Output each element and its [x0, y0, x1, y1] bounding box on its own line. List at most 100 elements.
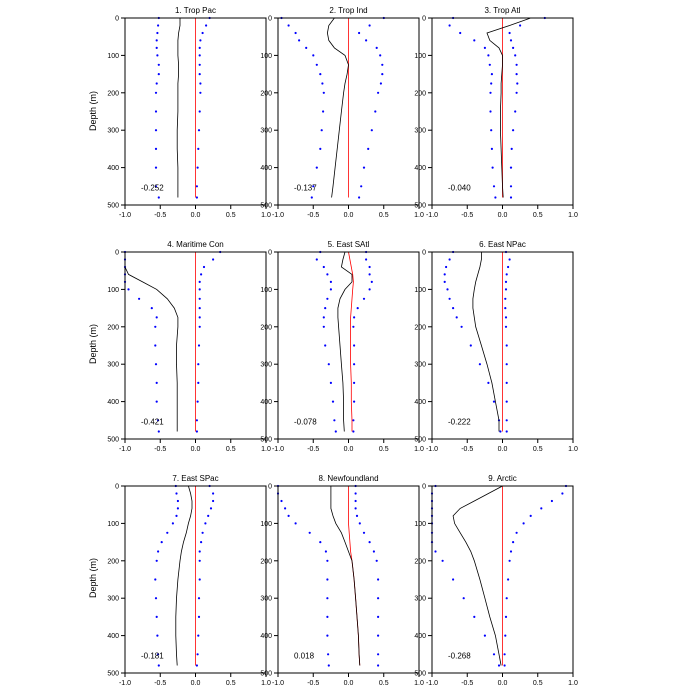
- upper-bound-point: [197, 344, 201, 347]
- lower-bound-point: [326, 597, 329, 600]
- y-tick-label: 100: [107, 521, 119, 528]
- lower-bound-point: [287, 514, 290, 518]
- y-tick-label: 300: [414, 596, 426, 603]
- upper-bound-point: [504, 297, 507, 300]
- panel-frame: [277, 251, 420, 440]
- upper-bound-point: [352, 430, 355, 433]
- upper-bound-point: [504, 634, 507, 637]
- upper-bound-point: [377, 634, 380, 637]
- y-tick-label: 200: [260, 324, 272, 331]
- upper-bound-point: [195, 430, 198, 433]
- upper-bound-point: [381, 63, 384, 66]
- mean-profile-line: [337, 251, 353, 432]
- lower-bound-point: [157, 653, 160, 656]
- lower-bound-point: [459, 31, 462, 35]
- x-tick-label: -0.5: [461, 446, 473, 453]
- lower-bound-point: [312, 185, 315, 188]
- lower-bound-point: [155, 39, 158, 42]
- x-tick-label: 0.5: [533, 212, 543, 219]
- upper-bound-point: [205, 24, 208, 27]
- lower-bound-point: [308, 531, 311, 534]
- lower-bound-point: [441, 559, 444, 562]
- lower-bound-point: [155, 400, 158, 403]
- upper-bound-point: [507, 265, 510, 269]
- y-tick-label: 200: [107, 324, 119, 331]
- x-tick-label: -0.5: [307, 212, 319, 219]
- lower-bound-point: [157, 419, 160, 422]
- lower-bound-point: [298, 39, 301, 42]
- panel-stat-value: -0.040: [448, 183, 471, 192]
- y-tick-label: 100: [107, 53, 119, 60]
- lower-bound-point: [334, 430, 337, 433]
- panel-title: 9. Arctic: [488, 474, 516, 483]
- panel-5: 5. East SAtl -1.0 -0.5 0.0 0.5 1.0 0 100 200 300 4…: [260, 240, 424, 453]
- mean-profile-line: [486, 17, 531, 198]
- x-tick-label: 0.5: [379, 212, 389, 219]
- upper-bound-point: [365, 39, 368, 42]
- y-tick-label: 300: [414, 128, 426, 135]
- upper-bound-point: [201, 531, 204, 534]
- panel-4: 4. Maritime Con -1.0 -0.5 0.0 0.5 1.0 0 100 200 3…: [107, 240, 271, 453]
- upper-bound-point: [352, 325, 355, 328]
- lower-bound-point: [327, 653, 330, 656]
- x-tick-label: 1.0: [568, 680, 578, 687]
- upper-bound-point: [515, 73, 518, 76]
- upper-bound-point: [377, 578, 380, 581]
- y-tick-label: 400: [414, 165, 426, 172]
- upper-bound-point: [195, 185, 198, 188]
- upper-bound-point: [370, 280, 373, 283]
- lower-bound-point: [127, 288, 130, 291]
- x-tick-label: -0.5: [461, 212, 473, 219]
- x-tick-label: 0.0: [344, 212, 354, 219]
- lower-bound-point: [324, 307, 327, 310]
- upper-bound-point: [377, 653, 380, 656]
- lower-bound-point: [321, 82, 324, 85]
- upper-bound-point: [375, 46, 378, 50]
- mean-profile-line: [452, 485, 503, 666]
- panel-title: 4. Maritime Con: [167, 240, 223, 249]
- lower-bound-point: [326, 578, 329, 581]
- x-tick-label: 1.0: [414, 446, 424, 453]
- upper-bound-point: [508, 31, 511, 35]
- x-tick-label: 0.0: [344, 680, 354, 687]
- upper-bound-point: [197, 129, 201, 132]
- x-tick-label: 1.0: [568, 446, 578, 453]
- upper-bound-point: [550, 499, 554, 503]
- upper-bound-point: [510, 147, 513, 150]
- panel-stat-value: 0.018: [294, 651, 315, 660]
- upper-bound-point: [511, 129, 515, 132]
- x-tick-label: 0.5: [379, 680, 389, 687]
- upper-bound-point: [198, 297, 201, 300]
- panel-stat-value: -0.222: [448, 417, 471, 426]
- upper-bound-point: [197, 634, 200, 637]
- upper-bound-point: [505, 419, 508, 422]
- y-axis-label-row-3: Depth (m): [88, 558, 98, 598]
- upper-bound-point: [198, 73, 201, 76]
- panel-stat-value: -0.181: [141, 651, 164, 660]
- upper-bound-point: [209, 507, 213, 510]
- panel-stat-value: -0.137: [294, 183, 317, 192]
- x-tick-label: 1.0: [568, 212, 578, 219]
- upper-bound-point: [199, 91, 202, 94]
- lower-bound-point: [166, 531, 169, 534]
- upper-bound-point: [196, 166, 199, 169]
- panel-stat-value: -0.252: [141, 183, 164, 192]
- lower-bound-point: [154, 185, 158, 188]
- upper-bound-point: [200, 541, 203, 544]
- y-tick-label: 200: [260, 90, 272, 97]
- lower-bound-point: [455, 316, 458, 319]
- lower-bound-point: [499, 430, 502, 433]
- lower-bound-point: [319, 147, 322, 150]
- x-tick-label: -0.5: [307, 446, 319, 453]
- x-tick-label: -0.5: [154, 680, 166, 687]
- x-tick-label: 1.0: [414, 680, 424, 687]
- lower-bound-point: [154, 578, 157, 581]
- upper-bound-point: [353, 381, 356, 384]
- y-tick-label: 500: [107, 437, 119, 444]
- upper-bound-point: [503, 653, 506, 656]
- lower-bound-point: [319, 541, 322, 544]
- y-tick-label: 0: [422, 484, 426, 491]
- upper-bound-point: [379, 82, 382, 85]
- upper-bound-point: [202, 265, 206, 269]
- upper-bound-point: [353, 400, 356, 403]
